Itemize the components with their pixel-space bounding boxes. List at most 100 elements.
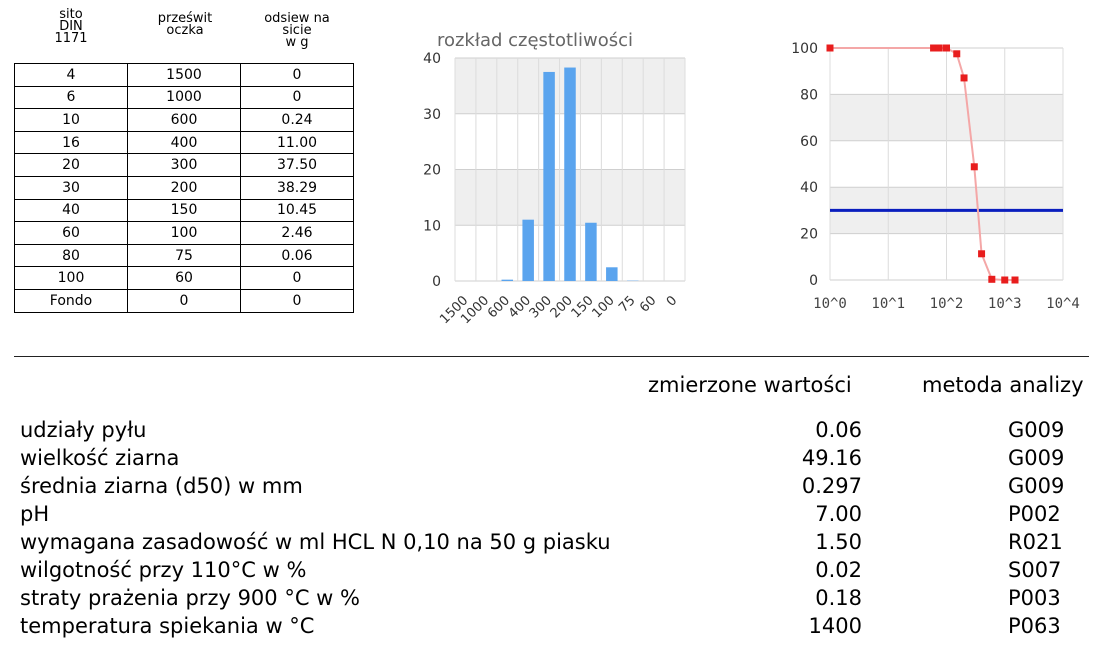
data-point	[943, 44, 950, 52]
mesh-opening-cell: 75	[127, 243, 241, 268]
result-value: 7.00	[815, 502, 862, 526]
measured-values-header: zmierzone wartości	[648, 373, 852, 397]
sieve-din-cell: Fondo	[14, 288, 128, 313]
mesh-opening-cell: 1000	[127, 85, 241, 110]
x-tick-label: 10^2	[930, 296, 964, 312]
result-method: G009	[1008, 418, 1065, 442]
y-tick-label: 20	[423, 163, 441, 179]
x-tick-label: 10^4	[1046, 296, 1080, 312]
result-value: 0.18	[815, 586, 862, 610]
header-sieve-din-line1: sito	[59, 7, 83, 22]
bar	[543, 71, 555, 281]
sieve-din-cell: 20	[14, 153, 128, 177]
table-row: 6 1000 0	[14, 85, 354, 110]
result-method: P002	[1008, 502, 1061, 526]
mesh-opening-cell: 0	[127, 288, 241, 313]
table-row: 16 400 11.00	[14, 130, 354, 155]
result-method: G009	[1008, 474, 1065, 498]
result-value: 0.297	[801, 474, 862, 498]
data-point	[970, 163, 978, 171]
y-tick-label: 80	[800, 87, 818, 103]
sieve-din-cell: 30	[14, 175, 128, 200]
mesh-opening-cell: 200	[127, 175, 241, 200]
data-point	[1011, 276, 1019, 284]
retained-weight-cell: 0	[240, 63, 354, 87]
result-method: R021	[1008, 530, 1063, 554]
bar	[522, 219, 534, 281]
retained-weight-cell: 0	[240, 288, 354, 313]
header-retained-line3: w g	[285, 35, 309, 50]
result-label: wilgotność przy 110°C w %	[20, 558, 307, 582]
bar	[564, 67, 576, 281]
header-mesh-opening: prześwit oczka	[140, 11, 230, 38]
bar	[585, 222, 597, 281]
sieve-din-cell: 100	[14, 266, 128, 290]
y-tick-label: 20	[800, 227, 818, 243]
mesh-opening-cell: 600	[127, 108, 241, 132]
header-retained-line2: sicie	[282, 23, 312, 38]
cumulative-passing-chart: 0 20 40 60 80 100 10^0 10^1 10^2 10^3 10^4	[791, 41, 1080, 312]
bar-chart-title: rozkład częstotliwości	[437, 30, 633, 51]
retained-weight-cell: 0	[240, 85, 354, 110]
result-value: 1400	[808, 614, 862, 638]
table-row: 4 1500 0	[14, 63, 354, 87]
y-tick-label: 30	[423, 107, 441, 123]
x-tick-label: 10^1	[871, 296, 905, 312]
header-retained-line1: odsiew na	[264, 11, 330, 26]
mesh-opening-cell: 100	[127, 221, 241, 245]
retained-weight-cell: 37.50	[240, 153, 354, 177]
result-label: straty prażenia przy 900 °C w %	[20, 586, 360, 610]
sieve-din-cell: 16	[14, 130, 128, 155]
result-row: temperatura spiekania w °C 1400 P063	[0, 614, 1100, 642]
result-value: 0.02	[815, 558, 862, 582]
result-label: wielkość ziarna	[20, 446, 180, 470]
result-label: temperatura spiekania w °C	[20, 614, 315, 638]
result-value: 1.50	[815, 530, 862, 554]
data-point	[953, 50, 961, 58]
header-mesh-opening-line2: oczka	[166, 23, 204, 38]
result-row: średnia ziarna (d50) w mm 0.297 G009	[0, 474, 1100, 502]
mesh-opening-cell: 400	[127, 130, 241, 155]
result-method: P063	[1008, 614, 1061, 638]
result-label: średnia ziarna (d50) w mm	[20, 474, 303, 498]
mesh-opening-cell: 300	[127, 153, 241, 177]
result-row: udziały pyłu 0.06 G009	[0, 418, 1100, 446]
y-tick-label: 60	[800, 134, 818, 150]
table-row: 10 600 0.24	[14, 108, 354, 132]
x-tick-label: 100	[589, 293, 617, 321]
result-method: S007	[1008, 558, 1062, 582]
y-tick-label: 10	[423, 218, 441, 234]
y-tick-label: 0	[432, 274, 441, 290]
bar	[606, 267, 618, 281]
retained-weight-cell: 10.45	[240, 198, 354, 223]
result-method: P003	[1008, 586, 1061, 610]
mesh-opening-cell: 60	[127, 266, 241, 290]
header-sieve-din-line2: DIN	[59, 19, 83, 34]
sieve-table: 4 1500 0 6 1000 0 10 600 0.24 16 400 11.00 20 300 37.5…	[14, 63, 354, 313]
table-row: 80 75 0.06	[14, 243, 354, 268]
sieve-din-cell: 60	[14, 221, 128, 245]
data-point	[930, 44, 938, 52]
result-row: pH 7.00 P002	[0, 502, 1100, 530]
sieve-din-cell: 6	[14, 85, 128, 110]
data-point	[960, 74, 968, 82]
x-tick-label: 0	[664, 293, 680, 309]
result-value: 49.16	[801, 446, 862, 470]
x-tick-label: 60	[637, 293, 659, 315]
y-tick-label: 40	[423, 51, 441, 67]
sieve-din-cell: 80	[14, 243, 128, 268]
header-sieve-din: sito DIN 1171	[28, 7, 114, 45]
x-tick-label: 10^0	[813, 296, 847, 312]
retained-weight-cell: 0.24	[240, 108, 354, 132]
y-tick-label: 100	[791, 41, 818, 57]
y-tick-label: 40	[800, 180, 818, 196]
sieve-din-cell: 40	[14, 198, 128, 223]
header-mesh-opening-line1: prześwit	[157, 11, 213, 26]
result-row: wilgotność przy 110°C w % 0.02 S007	[0, 558, 1100, 586]
table-row: 40 150 10.45	[14, 198, 354, 223]
result-row: wielkość ziarna 49.16 G009	[0, 446, 1100, 474]
table-row: 100 60 0	[14, 266, 354, 290]
retained-weight-cell: 0.06	[240, 243, 354, 268]
table-row: 30 200 38.29	[14, 175, 354, 200]
